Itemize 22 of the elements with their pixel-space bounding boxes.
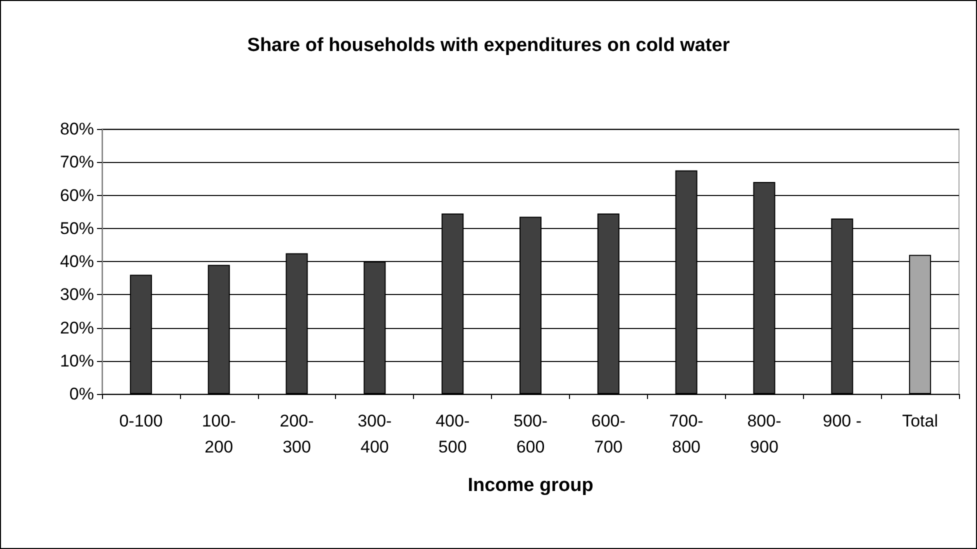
chart-title: Share of households with expenditures on cold water — [247, 35, 730, 56]
x-tick-label: 300-400 — [358, 412, 392, 456]
y-tick-label: 60% — [60, 186, 94, 205]
y-tick-label: 20% — [60, 318, 94, 338]
x-tick-label: 600-700 — [591, 412, 626, 456]
x-tick-label: 0-100 — [119, 412, 163, 430]
y-tick-label: 30% — [60, 285, 94, 304]
y-tick-label: 70% — [60, 152, 94, 172]
y-tick-label: 10% — [60, 351, 94, 370]
x-tick-label: 400-500 — [436, 412, 470, 456]
x-axis-title: Income group — [468, 475, 594, 496]
x-tick-label: 100-200 — [202, 412, 236, 456]
y-tick-label: 50% — [60, 218, 94, 238]
x-tick-label: 900 - — [822, 412, 862, 430]
x-tick-label: 200-300 — [280, 412, 314, 456]
y-tick-label: 0% — [69, 384, 94, 404]
x-tick-label: 700-800 — [669, 412, 704, 456]
y-tick-label: 80% — [60, 120, 94, 138]
x-tick-label: 800-900 — [747, 412, 782, 456]
x-tick-label: 500-600 — [513, 412, 548, 456]
x-tick-label: Total — [902, 412, 938, 430]
y-tick-label: 40% — [60, 252, 94, 271]
